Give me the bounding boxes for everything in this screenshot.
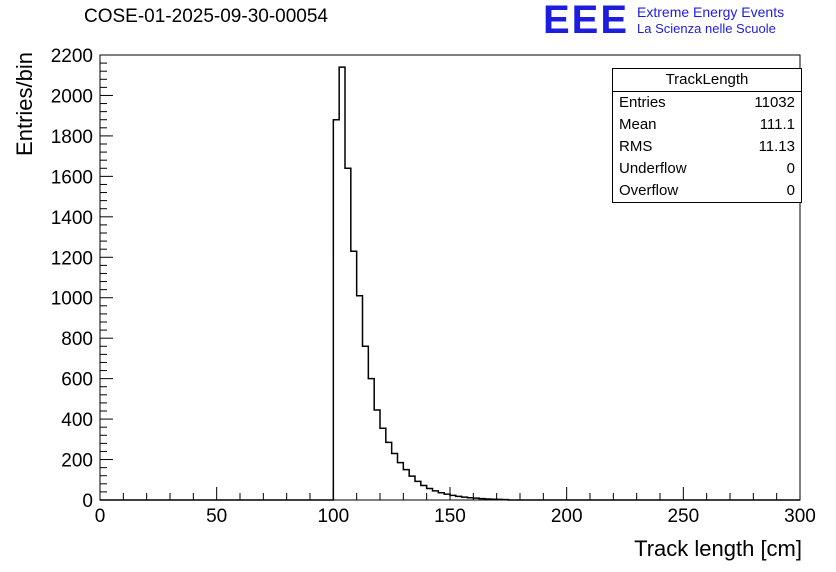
y-tick-label: 1200 (51, 248, 93, 269)
x-tick-label: 50 (206, 506, 227, 527)
y-tick-label: 400 (61, 410, 93, 431)
stats-value: 111.1 (759, 116, 795, 133)
eee-logo-line1: Extreme Energy Events (637, 4, 785, 20)
stats-row: RMS 11.13 (613, 136, 801, 158)
y-tick-label: 1600 (51, 167, 93, 188)
stats-row: Entries 11032 (613, 92, 801, 114)
y-tick-label: 1400 (51, 208, 93, 229)
x-tick-label: 250 (667, 506, 699, 527)
stats-row: Underflow 0 (613, 158, 801, 180)
y-tick-label: 800 (61, 329, 93, 350)
x-axis-title: Track length [cm] (634, 536, 802, 561)
x-tick-label: 0 (95, 506, 106, 527)
plot-title: COSE-01-2025-09-30-00054 (84, 6, 328, 27)
y-tick-label: 600 (61, 370, 93, 391)
y-tick-label: 200 (61, 451, 93, 472)
eee-logo-text: Extreme Energy Events La Scienza nelle S… (637, 2, 784, 37)
eee-logo: EEE Extreme Energy Events La Scienza nel… (543, 0, 784, 42)
x-tick-label: 100 (317, 506, 349, 527)
stats-value: 11.13 (758, 138, 795, 155)
x-tick-label: 300 (784, 506, 816, 527)
stats-box: TrackLength Entries 11032 Mean 111.1 RMS… (612, 68, 802, 203)
stats-label: RMS (619, 138, 653, 155)
stats-label: Entries (619, 94, 666, 111)
y-tick-label: 1800 (51, 127, 93, 148)
stats-label: Overflow (619, 182, 679, 199)
histogram-line (100, 66, 800, 501)
stats-row: Overflow 0 (613, 180, 801, 202)
stats-value: 0 (786, 160, 795, 177)
x-tick-label: 200 (551, 506, 583, 527)
stats-value: 0 (786, 182, 795, 199)
y-tick-label: 1000 (51, 289, 93, 310)
stats-label: Underflow (619, 160, 687, 177)
y-tick-label: 2000 (51, 86, 93, 107)
y-tick-label: 2200 (51, 46, 93, 67)
stats-value: 11032 (754, 94, 795, 111)
stats-row: Mean 111.1 (613, 114, 801, 136)
eee-logo-acronym: EEE (543, 0, 630, 42)
stats-label: Mean (619, 116, 657, 133)
stats-box-title: TrackLength (613, 69, 801, 92)
x-tick-label: 150 (434, 506, 466, 527)
eee-logo-line2: La Scienza nelle Scuole (637, 21, 776, 36)
y-tick-label: 0 (82, 491, 93, 512)
